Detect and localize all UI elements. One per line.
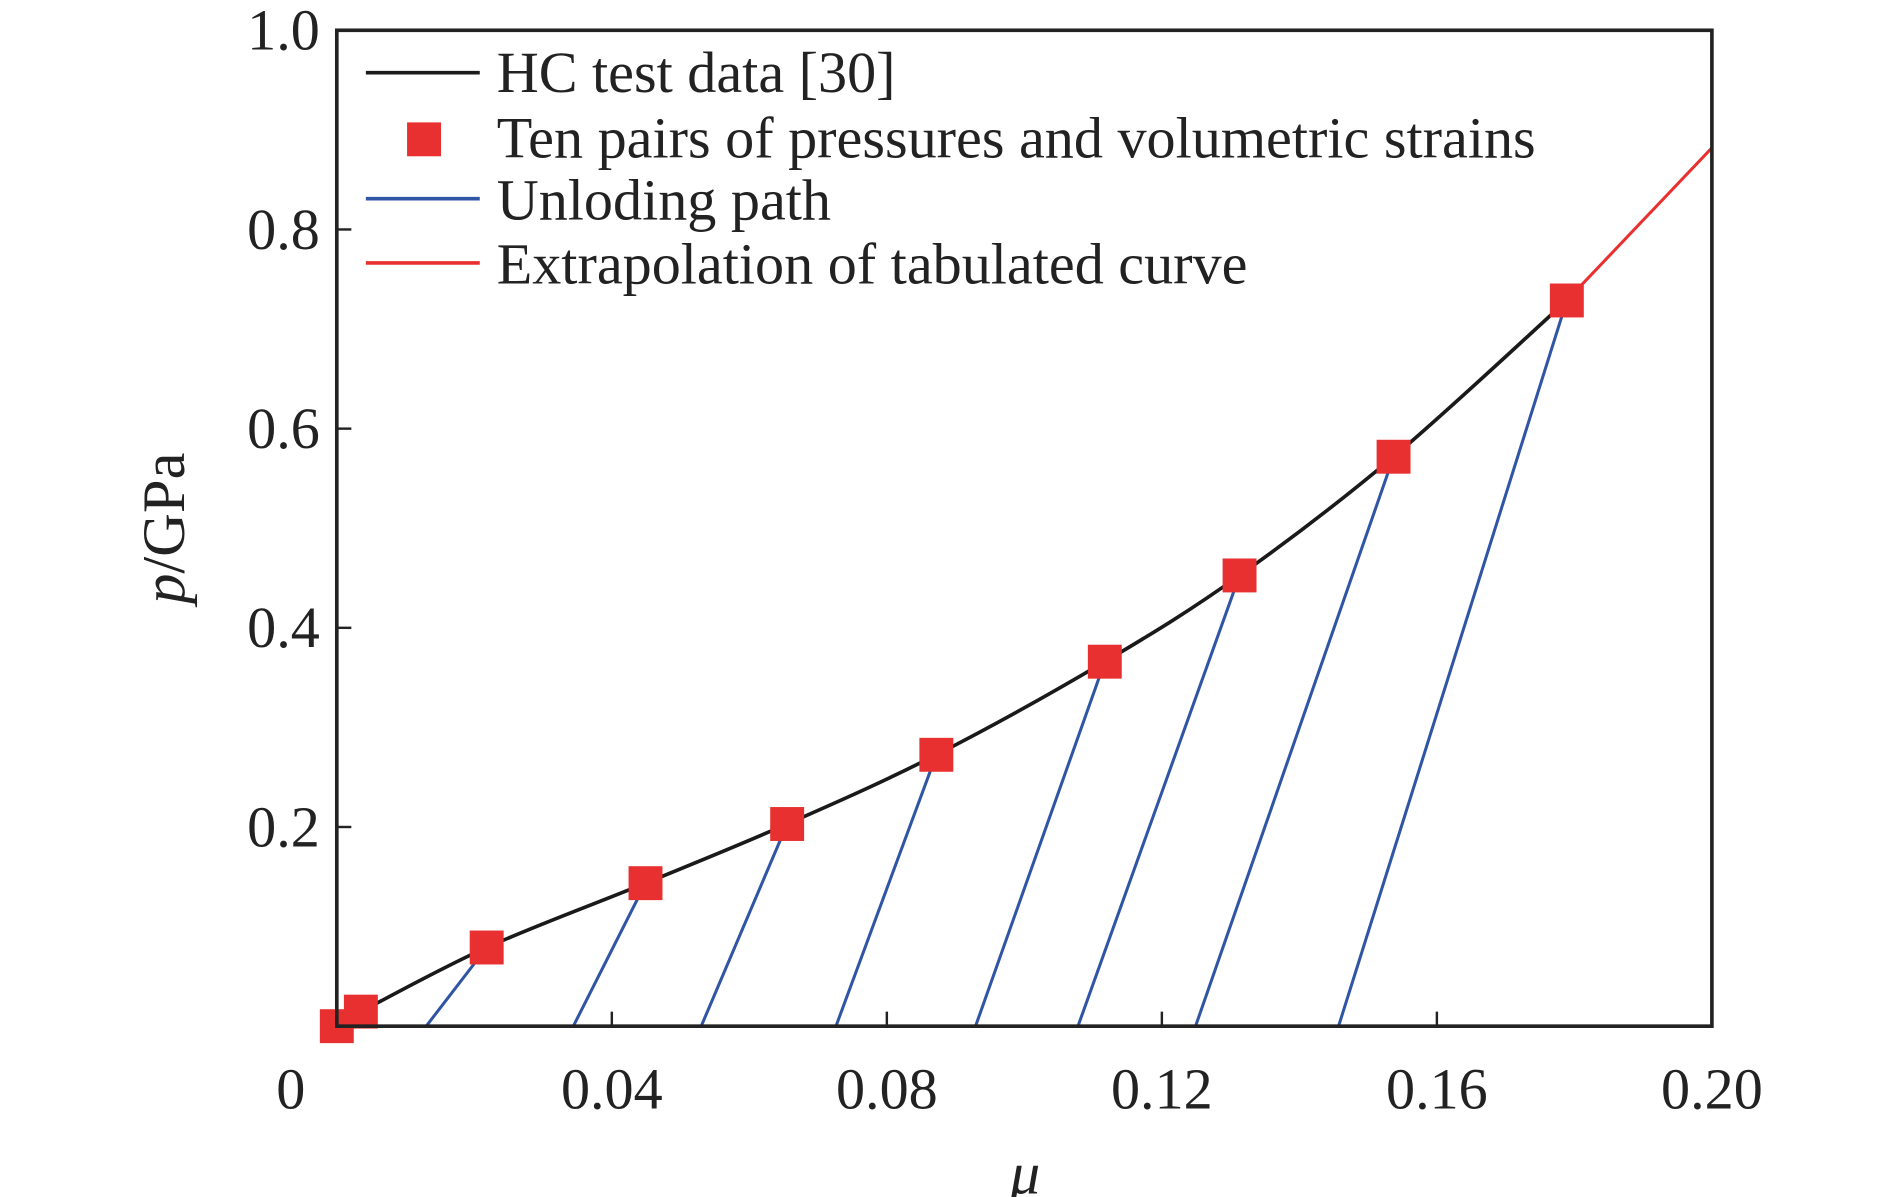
y-tick-label: 0.6	[247, 396, 320, 461]
data-point-marker	[1549, 283, 1584, 318]
legend-label-unloading: Unloding path	[497, 167, 831, 232]
x-tick-label: 0.04	[561, 1057, 663, 1122]
x-axis-label: μ	[1009, 1140, 1040, 1197]
unloading-path-line	[834, 754, 938, 1027]
y-axis-label-unit: /GPa	[131, 452, 198, 573]
unloading-path-line	[1337, 300, 1569, 1027]
y-axis-label: p/GPa	[131, 452, 198, 608]
y-tick-label: 1.0	[247, 0, 320, 63]
y-axis-label-symbol: p	[131, 574, 198, 608]
data-point-marker	[1376, 439, 1411, 474]
unloading-path-line	[1194, 456, 1395, 1027]
unloading-path-line	[1076, 574, 1241, 1027]
legend-label-pairs: Ten pairs of pressures and volumetric st…	[497, 106, 1536, 171]
data-point-marker	[469, 930, 504, 965]
x-tick-label: 0	[276, 1057, 305, 1122]
hc-test-data-line	[360, 299, 1569, 1014]
x-tick-label: 0.08	[836, 1057, 938, 1122]
y-tick-label: 0.4	[247, 595, 320, 660]
legend-label-hc: HC test data [30]	[497, 40, 896, 105]
unloading-path-line	[699, 823, 789, 1027]
y-tick-label: 0.8	[247, 197, 320, 262]
axes-frame	[334, 28, 1714, 1028]
unloading-path-line	[571, 882, 647, 1027]
x-tick-label: 0.12	[1111, 1057, 1213, 1122]
data-point-marker	[1087, 644, 1122, 679]
unloading-path-line	[974, 661, 1107, 1027]
legend-label-extrapolation: Extrapolation of tabulated curve	[497, 232, 1248, 297]
x-tick-label: 0.16	[1386, 1057, 1488, 1122]
data-point-marker	[628, 866, 663, 901]
data-point-marker	[919, 737, 954, 772]
extrapolation-line	[1565, 146, 1714, 302]
legend: HC test data [30] Ten pairs of pressures…	[365, 40, 1536, 297]
x-tick-label: 0.20	[1661, 1057, 1763, 1122]
legend-swatch-pairs	[407, 122, 441, 157]
data-point-marker	[770, 807, 805, 841]
y-tick-label: 0.2	[247, 794, 320, 859]
data-point-marker	[343, 994, 378, 1029]
data-point-marker	[1222, 558, 1257, 593]
ticks: 0 0.04 0.08 0.12 0.16 0.20 0.2 0.4 0.6 0.8 1.0	[247, 0, 1763, 1122]
